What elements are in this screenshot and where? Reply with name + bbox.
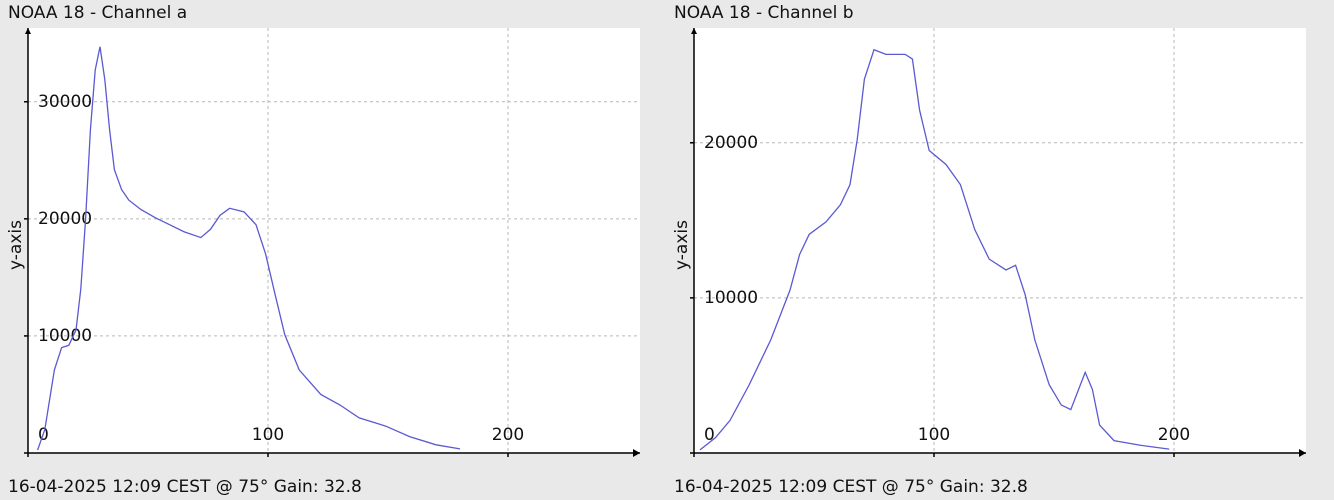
chart-title: NOAA 18 - Channel a (8, 3, 187, 23)
chart-title: NOAA 18 - Channel b (674, 3, 854, 23)
axis-arrow (1299, 449, 1306, 457)
y-axis-label: y-axis (6, 220, 26, 270)
x-tick-label: 100 (252, 425, 284, 445)
x-tick-label: 200 (1158, 425, 1190, 445)
y-tick-label: 10000 (38, 326, 92, 346)
plot-area (28, 28, 640, 453)
axis-arrow (633, 449, 640, 457)
x-tick-label: 100 (918, 425, 950, 445)
axis-arrow (25, 28, 31, 34)
data-line (699, 48, 1170, 451)
footer-text: 16-04-2025 12:09 CEST @ 75° Gain: 32.8 (674, 477, 1028, 497)
y-tick-label: 20000 (38, 209, 92, 229)
data-line (36, 46, 461, 451)
y-tick-label: 30000 (38, 92, 92, 112)
plot-area (694, 28, 1306, 453)
axis-arrow (691, 28, 697, 34)
x-tick-label: 200 (492, 425, 524, 445)
y-tick-label: 0 (704, 425, 715, 445)
y-tick-label: 20000 (704, 133, 758, 153)
y-tick-label: 10000 (704, 288, 758, 308)
chart-panel: NOAA 18 - Channel b 100 200 0 10000 20000 y-ax… (672, 3, 1306, 497)
footer-text: 16-04-2025 12:09 CEST @ 75° Gain: 32.8 (8, 477, 362, 497)
y-axis-label: y-axis (672, 220, 692, 270)
